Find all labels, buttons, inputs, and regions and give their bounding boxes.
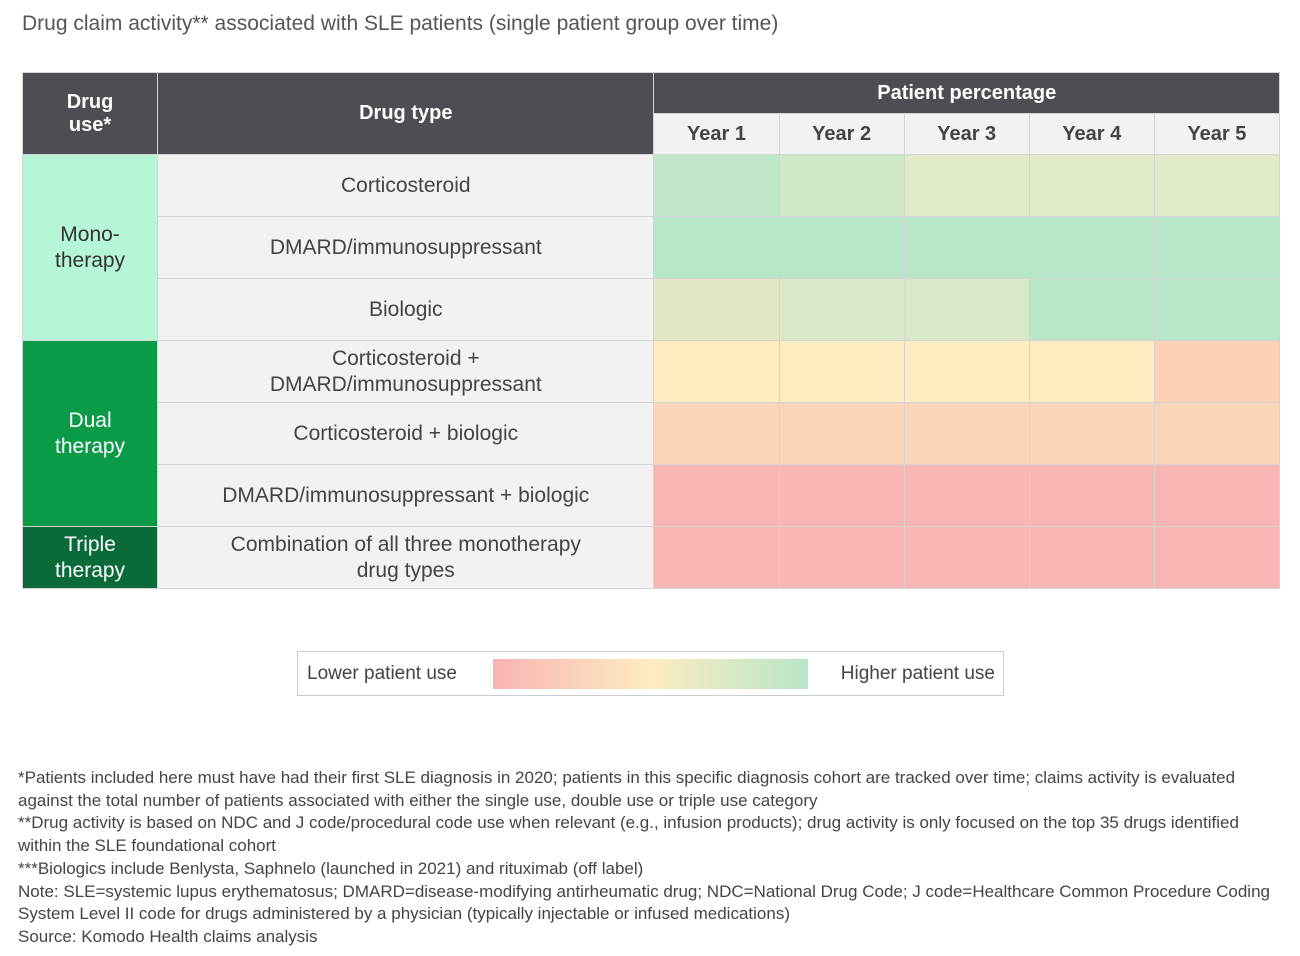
heat-cell: [1153, 402, 1281, 465]
text-line: DMARD/immunosuppressant: [269, 235, 542, 259]
text-line: DMARD/immunosuppressant + biologic: [222, 483, 590, 507]
footnote: Note: SLE=systemic lupus erythematosus; …: [18, 881, 1270, 924]
heat-cell: [1028, 154, 1155, 217]
text-line: Drug: [66, 90, 114, 113]
heat-cell: [653, 526, 780, 589]
heat-cell: [653, 402, 780, 465]
heat-cell: [653, 154, 780, 217]
heat-cell: [778, 216, 905, 279]
drug-type: Corticosteroid: [157, 154, 655, 217]
drug-type: Corticosteroid + DMARD/immunosuppressant: [157, 340, 655, 403]
heat-cell: [1028, 340, 1155, 403]
heat-cell: [903, 402, 1030, 465]
legend-low: Lower patient use: [307, 663, 457, 684]
footnote: Source: Komodo Health claims analysis: [18, 926, 318, 946]
heat-cell: [778, 464, 905, 527]
heat-cell: [653, 216, 780, 279]
drug-type: Biologic: [157, 278, 655, 341]
heat-cell: [778, 526, 905, 589]
heat-cell: [1028, 464, 1155, 527]
title: Drug claim activity** associated with SL…: [22, 12, 779, 35]
drug-type: Corticosteroid + biologic: [157, 402, 655, 465]
heat-cell: [903, 464, 1030, 527]
heatmap-table: Drug use* Drug type Patient percentage Year …: [21, 72, 1281, 589]
text-line: therapy: [55, 248, 126, 272]
legend-gradient: [493, 659, 808, 689]
header-drug-use: Drug use*: [21, 72, 159, 155]
heat-cell: [1153, 154, 1281, 217]
text-line: Triple: [64, 532, 116, 556]
heat-cell: [653, 278, 780, 341]
text-line: therapy: [55, 434, 126, 458]
heat-cell: [778, 402, 905, 465]
text-line: therapy: [55, 558, 126, 582]
legend: Lower patient use Higher patient use: [297, 651, 1004, 696]
header-year: Year 4: [1028, 113, 1155, 155]
text-line: DMARD/immunosuppressant: [269, 372, 542, 396]
heat-cell: [903, 526, 1030, 589]
group-label: Dual therapy: [21, 340, 159, 527]
header-year: Year 2: [778, 113, 905, 155]
heat-cell: [1028, 526, 1155, 589]
heat-cell: [778, 154, 905, 217]
heat-cell: [1153, 278, 1281, 341]
header-group: Patient percentage: [653, 72, 1280, 114]
row: Triple therapy Combination of all three mo…: [21, 526, 1281, 589]
row: Dual therapy Corticosteroid + DMARD/immunos…: [21, 340, 1281, 527]
header-row: Drug use* Drug type Patient percentage: [21, 72, 1280, 155]
drug-type: DMARD/immunosuppressant + biologic: [157, 464, 655, 527]
header-drug-type: Drug type: [157, 72, 655, 155]
header-year: Year 3: [903, 113, 1030, 155]
text-line: drug types: [356, 558, 455, 582]
heat-cell: [903, 216, 1030, 279]
footnote: ***Biologics include Benlysta, Saphnelo …: [18, 858, 644, 878]
drug-type: Combination of all three monotherapy drug…: [157, 526, 655, 589]
footnote: **Drug activity is based on NDC and J co…: [18, 813, 1239, 856]
heat-cell: [903, 340, 1030, 403]
group-label: Triple therapy: [21, 526, 159, 589]
text-line: Corticosteroid + biologic: [293, 421, 519, 445]
header-year: Year 1: [653, 113, 780, 155]
heat-cell: [653, 464, 780, 527]
row: Corticosteroid + biologic: [23, 402, 1281, 465]
heat-cell: [1153, 464, 1281, 527]
heat-cell: [778, 340, 905, 403]
heat-cell: [1153, 216, 1281, 279]
group-label: Mono-therapy: [21, 154, 159, 341]
text-line: Corticosteroid: [341, 173, 471, 197]
header-year: Year 5: [1153, 113, 1281, 155]
heat-cell: [903, 154, 1030, 217]
legend-high: Higher patient use: [840, 663, 995, 684]
heat-cell: [903, 278, 1030, 341]
header-row: Year 1 Year 2 Year 3 Year 4 Year 5: [23, 113, 1281, 155]
text-line: Mono-: [60, 222, 120, 246]
heat-cell: [1028, 216, 1155, 279]
text-line: Combination of all three monotherapy: [230, 532, 581, 556]
row: Mono-therapy Corticosteroid: [21, 154, 1281, 341]
text-line: Corticosteroid +: [331, 346, 480, 370]
footnote: *Patients included here must have had th…: [18, 768, 1236, 810]
text-line: Dual: [68, 408, 112, 432]
text-line: use*: [68, 113, 112, 136]
row: Biologic: [23, 278, 1281, 341]
heat-cell: [778, 278, 905, 341]
drug-type: DMARD/immunosuppressant: [157, 216, 655, 279]
heat-cell: [1153, 526, 1281, 589]
heat-cell: [653, 340, 780, 403]
row: DMARD/immunosuppressant: [23, 216, 1281, 279]
heat-cell: [1153, 340, 1281, 403]
footnotes: *Patients included here must have had th…: [18, 767, 1278, 949]
text-line: Biologic: [369, 297, 443, 321]
heat-cell: [1028, 278, 1155, 341]
heat-cell: [1028, 402, 1155, 465]
row: DMARD/immunosuppressant + biologic: [23, 464, 1281, 527]
